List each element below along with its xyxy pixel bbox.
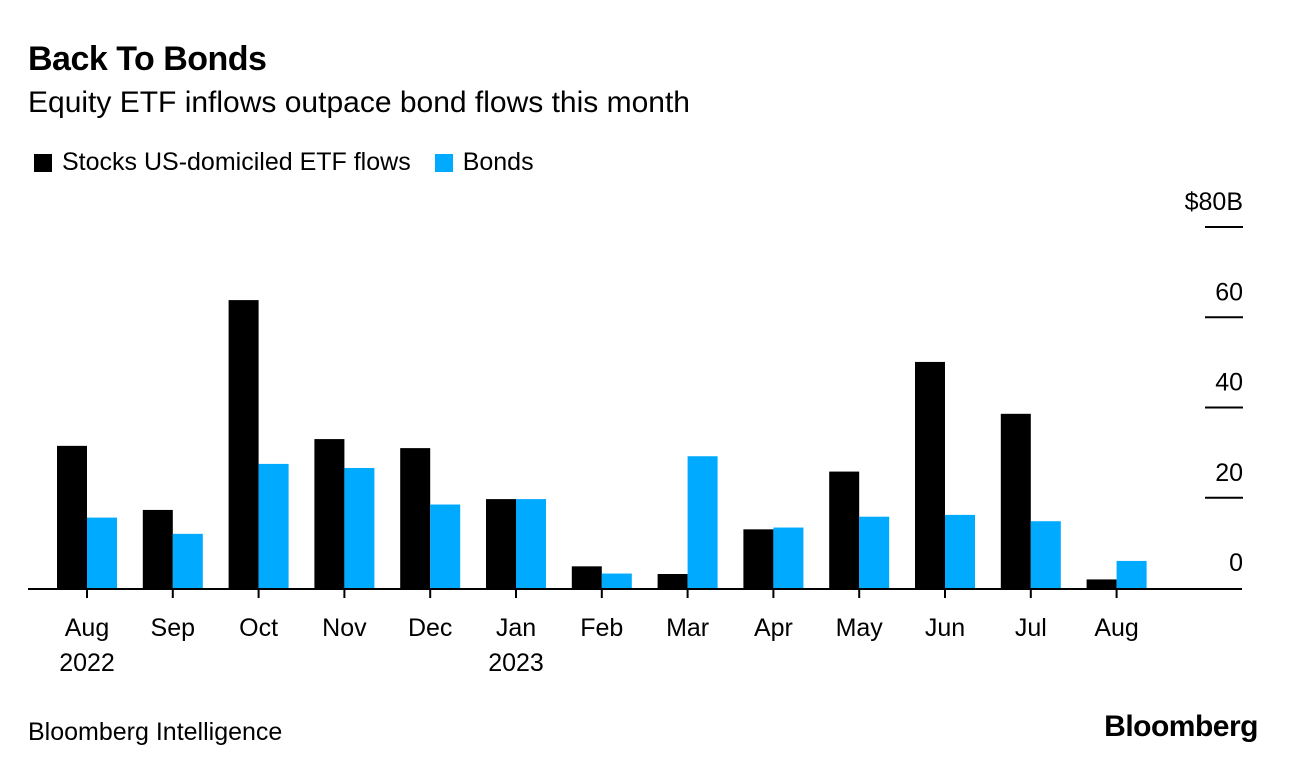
x-tick-sublabel: 2022 <box>59 649 115 677</box>
x-tick-label: Feb <box>580 614 623 642</box>
x-tick-label: Aug <box>1094 614 1138 642</box>
bar-bonds <box>87 517 117 588</box>
bar-stocks <box>57 445 87 588</box>
source-note: Bloomberg Intelligence <box>28 718 283 746</box>
bar-stocks <box>314 439 345 588</box>
bar-stocks <box>486 499 516 588</box>
bar-stocks <box>915 361 945 588</box>
bar-stocks <box>1086 579 1117 588</box>
x-tick-label: May <box>836 614 884 642</box>
legend-swatch-stocks <box>34 153 52 172</box>
x-tick-label: Sep <box>151 614 195 642</box>
bar-bonds <box>344 467 375 588</box>
brand-logo: Bloomberg <box>1104 710 1258 743</box>
bar-stocks <box>142 509 173 588</box>
bar-stocks <box>657 574 688 588</box>
bar-bonds <box>687 456 718 588</box>
chart-subtitle: Equity ETF inflows outpace bond flows th… <box>28 86 690 119</box>
legend-item-stocks: Stocks US-domiciled ETF flows <box>34 148 411 177</box>
bar-bonds <box>258 463 289 588</box>
bar-bonds <box>601 573 632 588</box>
bar-bonds <box>516 499 546 588</box>
y-tick-label: 20 <box>1215 459 1243 487</box>
x-tick-label: Dec <box>408 614 452 642</box>
bar-bonds <box>430 504 461 588</box>
x-tick-label: Apr <box>754 614 793 642</box>
bar-stocks <box>1000 413 1031 588</box>
bar-bonds <box>1116 560 1147 588</box>
y-tick-label: 40 <box>1215 369 1243 397</box>
y-tick-label: 0 <box>1229 549 1243 577</box>
legend-swatch-bonds <box>434 153 453 172</box>
bar-bonds <box>773 527 804 588</box>
x-tick-label: Jul <box>1015 614 1047 642</box>
bar-stocks <box>228 300 259 588</box>
legend-item-bonds: Bonds <box>434 148 534 177</box>
bar-bonds <box>172 533 203 588</box>
x-tick-label: Oct <box>239 614 278 642</box>
x-tick-label: Jan <box>496 614 536 642</box>
bar-bonds <box>859 516 890 588</box>
bar-stocks <box>743 529 774 588</box>
bar-chart: $80B 60 40 20 0 Aug 2022 Sep Oct Nov Dec Jan 2023 Feb… <box>28 188 1243 677</box>
x-tick-sublabel: 2023 <box>488 649 544 677</box>
bar-bonds <box>945 514 975 588</box>
y-tick-label: 60 <box>1215 278 1243 306</box>
legend-label-stocks: Stocks US-domiciled ETF flows <box>62 148 411 176</box>
y-tick-label: $80B <box>1185 188 1243 216</box>
x-tick-label: Aug <box>65 614 109 642</box>
legend-label-bonds: Bonds <box>462 148 534 176</box>
x-tick-label: Jun <box>925 614 965 642</box>
bar-stocks <box>571 566 602 588</box>
x-tick-label: Mar <box>666 614 709 642</box>
x-tick-label: Nov <box>322 614 367 642</box>
bar-stocks <box>829 471 860 588</box>
legend: Stocks US-domiciled ETF flows Bonds <box>34 148 558 177</box>
chart-title: Back To Bonds <box>28 40 267 78</box>
bar-bonds <box>1030 521 1061 588</box>
bar-stocks <box>400 448 431 588</box>
